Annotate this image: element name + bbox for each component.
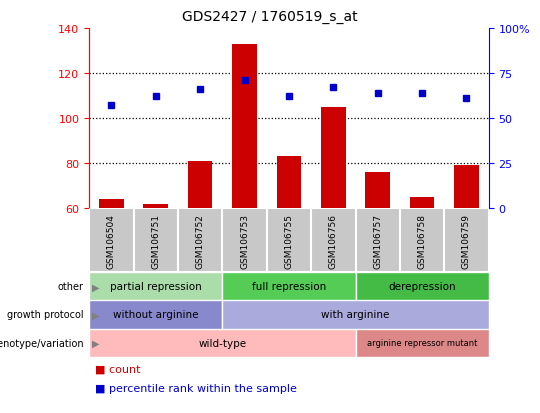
Text: growth protocol: growth protocol: [7, 310, 84, 320]
Bar: [321, 107, 346, 209]
FancyBboxPatch shape: [89, 301, 222, 329]
Text: GDS2427 / 1760519_s_at: GDS2427 / 1760519_s_at: [182, 10, 358, 24]
Bar: [454, 166, 478, 209]
Bar: [232, 45, 256, 209]
Bar: [188, 161, 212, 209]
Text: GSM106752: GSM106752: [195, 213, 205, 268]
Bar: [144, 204, 168, 209]
Text: GSM106755: GSM106755: [285, 213, 293, 268]
Text: GSM106751: GSM106751: [151, 213, 160, 268]
Text: arginine repressor mutant: arginine repressor mutant: [367, 338, 477, 347]
FancyBboxPatch shape: [311, 209, 355, 273]
Text: derepression: derepression: [388, 282, 456, 292]
Text: GSM106757: GSM106757: [373, 213, 382, 268]
FancyBboxPatch shape: [222, 301, 489, 329]
FancyBboxPatch shape: [222, 209, 267, 273]
Text: ■ percentile rank within the sample: ■ percentile rank within the sample: [94, 383, 296, 393]
Bar: [366, 173, 390, 209]
FancyBboxPatch shape: [89, 209, 133, 273]
FancyBboxPatch shape: [89, 273, 222, 301]
Text: ▶: ▶: [92, 310, 99, 320]
Bar: [99, 199, 124, 209]
Text: full repression: full repression: [252, 282, 326, 292]
Text: GSM106756: GSM106756: [329, 213, 338, 268]
FancyBboxPatch shape: [355, 209, 400, 273]
FancyBboxPatch shape: [355, 273, 489, 301]
FancyBboxPatch shape: [444, 209, 489, 273]
FancyBboxPatch shape: [222, 273, 355, 301]
FancyBboxPatch shape: [178, 209, 222, 273]
Text: GSM106504: GSM106504: [107, 213, 116, 268]
Text: GSM106753: GSM106753: [240, 213, 249, 268]
Bar: [410, 197, 434, 209]
FancyBboxPatch shape: [267, 209, 311, 273]
Text: ▶: ▶: [92, 338, 99, 348]
Text: ▶: ▶: [92, 282, 99, 292]
Text: wild-type: wild-type: [198, 338, 246, 348]
Text: other: other: [58, 282, 84, 292]
Text: genotype/variation: genotype/variation: [0, 338, 84, 348]
Text: GSM106759: GSM106759: [462, 213, 471, 268]
FancyBboxPatch shape: [89, 329, 355, 357]
Text: without arginine: without arginine: [113, 310, 199, 320]
Text: ■ count: ■ count: [94, 364, 140, 374]
FancyBboxPatch shape: [133, 209, 178, 273]
FancyBboxPatch shape: [400, 209, 444, 273]
Text: partial repression: partial repression: [110, 282, 201, 292]
Text: GSM106758: GSM106758: [417, 213, 427, 268]
FancyBboxPatch shape: [355, 329, 489, 357]
Text: with arginine: with arginine: [321, 310, 390, 320]
Bar: [276, 157, 301, 209]
